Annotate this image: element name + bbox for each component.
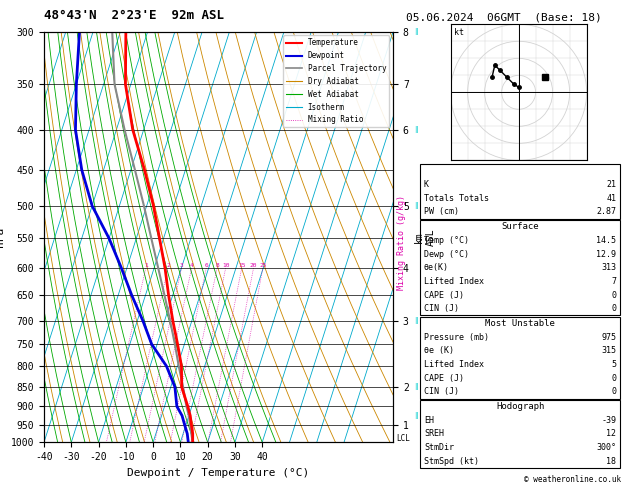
Text: Most Unstable: Most Unstable xyxy=(485,319,555,328)
Text: 0: 0 xyxy=(611,374,616,382)
Text: 1: 1 xyxy=(144,263,148,268)
Text: 975: 975 xyxy=(601,333,616,342)
Text: 2.87: 2.87 xyxy=(596,208,616,216)
Text: 0: 0 xyxy=(611,387,616,396)
Y-axis label: hPa: hPa xyxy=(0,227,5,247)
Text: 7: 7 xyxy=(611,277,616,286)
Text: 2: 2 xyxy=(166,263,170,268)
Text: 41: 41 xyxy=(606,194,616,203)
Text: 10: 10 xyxy=(222,263,230,268)
Text: 21: 21 xyxy=(606,180,616,189)
Text: CIN (J): CIN (J) xyxy=(424,304,459,313)
Text: 05.06.2024  06GMT  (Base: 18): 05.06.2024 06GMT (Base: 18) xyxy=(406,12,601,22)
Text: 300°: 300° xyxy=(596,443,616,452)
Text: CAPE (J): CAPE (J) xyxy=(424,374,464,382)
Text: θe(K): θe(K) xyxy=(424,263,449,272)
Text: 0: 0 xyxy=(611,291,616,299)
Text: 8: 8 xyxy=(215,263,219,268)
Text: Surface: Surface xyxy=(501,223,539,231)
Text: StmDir: StmDir xyxy=(424,443,454,452)
Text: 3: 3 xyxy=(180,263,184,268)
Text: Hodograph: Hodograph xyxy=(496,402,544,411)
Text: StmSpd (kt): StmSpd (kt) xyxy=(424,457,479,466)
Text: ||: || xyxy=(414,28,419,35)
Text: ||: || xyxy=(414,317,419,324)
Text: 18: 18 xyxy=(606,457,616,466)
Text: Lifted Index: Lifted Index xyxy=(424,360,484,369)
Text: ||: || xyxy=(414,202,419,209)
Text: ||: || xyxy=(414,412,419,419)
Text: LCL: LCL xyxy=(397,434,411,443)
Text: © weatheronline.co.uk: © weatheronline.co.uk xyxy=(525,474,621,484)
Text: PW (cm): PW (cm) xyxy=(424,208,459,216)
Text: 5: 5 xyxy=(611,360,616,369)
Text: Totals Totals: Totals Totals xyxy=(424,194,489,203)
Text: 15: 15 xyxy=(238,263,245,268)
Text: CAPE (J): CAPE (J) xyxy=(424,291,464,299)
Legend: Temperature, Dewpoint, Parcel Trajectory, Dry Adiabat, Wet Adiabat, Isotherm, Mi: Temperature, Dewpoint, Parcel Trajectory… xyxy=(283,35,389,127)
Text: 12: 12 xyxy=(606,430,616,438)
Text: Dewp (°C): Dewp (°C) xyxy=(424,250,469,259)
Text: 4: 4 xyxy=(190,263,194,268)
Text: EH: EH xyxy=(424,416,434,425)
Text: ||: || xyxy=(414,383,419,390)
Text: 313: 313 xyxy=(601,263,616,272)
Text: 12.9: 12.9 xyxy=(596,250,616,259)
Text: Pressure (mb): Pressure (mb) xyxy=(424,333,489,342)
Text: kt: kt xyxy=(454,28,464,36)
Text: 25: 25 xyxy=(259,263,267,268)
Text: 48°43'N  2°23'E  92m ASL: 48°43'N 2°23'E 92m ASL xyxy=(44,9,224,22)
Text: SREH: SREH xyxy=(424,430,444,438)
Text: Mixing Ratio (g/kg): Mixing Ratio (g/kg) xyxy=(397,195,406,291)
Y-axis label: km
ASL: km ASL xyxy=(415,228,436,246)
Text: 0: 0 xyxy=(611,304,616,313)
Text: 14.5: 14.5 xyxy=(596,236,616,245)
X-axis label: Dewpoint / Temperature (°C): Dewpoint / Temperature (°C) xyxy=(128,468,309,478)
Text: Lifted Index: Lifted Index xyxy=(424,277,484,286)
Text: Temp (°C): Temp (°C) xyxy=(424,236,469,245)
Text: ||: || xyxy=(414,126,419,133)
Text: K: K xyxy=(424,180,429,189)
Text: -39: -39 xyxy=(601,416,616,425)
Text: 6: 6 xyxy=(204,263,208,268)
Text: 315: 315 xyxy=(601,347,616,355)
Text: CIN (J): CIN (J) xyxy=(424,387,459,396)
Text: 20: 20 xyxy=(250,263,257,268)
Text: θe (K): θe (K) xyxy=(424,347,454,355)
